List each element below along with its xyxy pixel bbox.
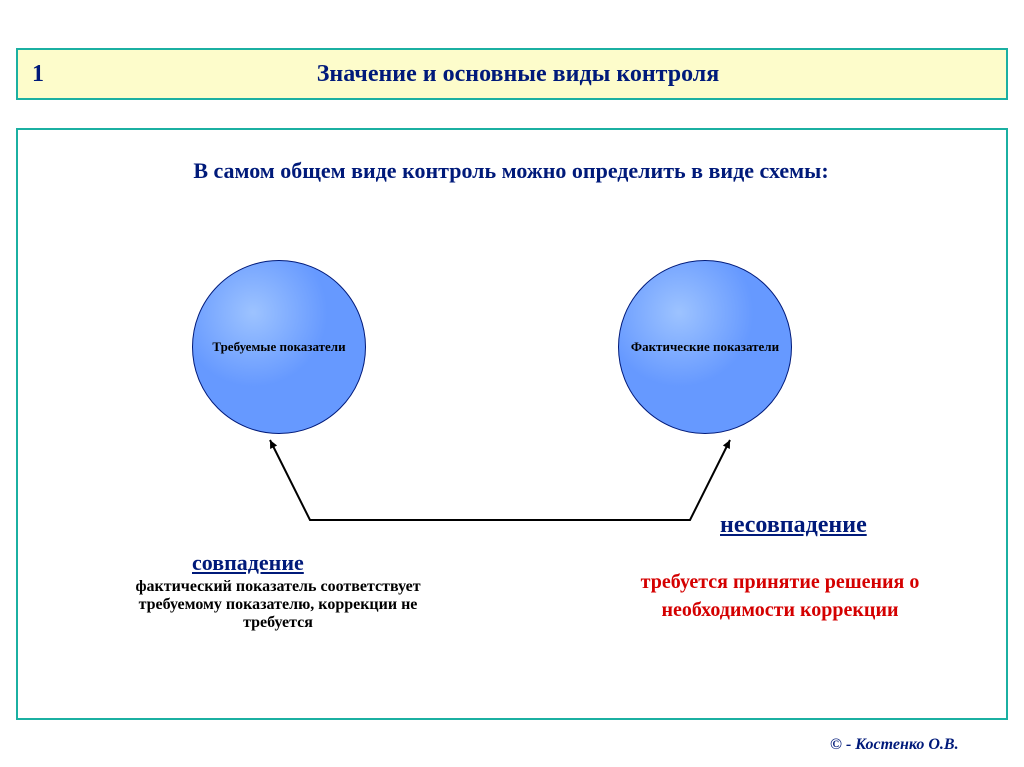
circle-required: Требуемые показатели [192, 260, 366, 434]
slide: 1 Значение и основные виды контроля В са… [0, 0, 1024, 767]
mismatch-heading: несовпадение [720, 512, 867, 539]
match-body: фактический показатель соответствует тре… [108, 578, 448, 632]
footer-credit: © - Костенко О.В. [830, 736, 959, 754]
intro-text: В самом общем виде контроль можно опреде… [86, 158, 936, 184]
match-heading: совпадение [192, 550, 304, 576]
circle-actual: Фактические показатели [618, 260, 792, 434]
slide-title: Значение и основные виды контроля [44, 61, 992, 88]
title-bar: 1 Значение и основные виды контроля [16, 48, 1008, 100]
slide-number: 1 [32, 61, 44, 88]
mismatch-body: требуется принятие решения о необходимос… [590, 568, 970, 624]
